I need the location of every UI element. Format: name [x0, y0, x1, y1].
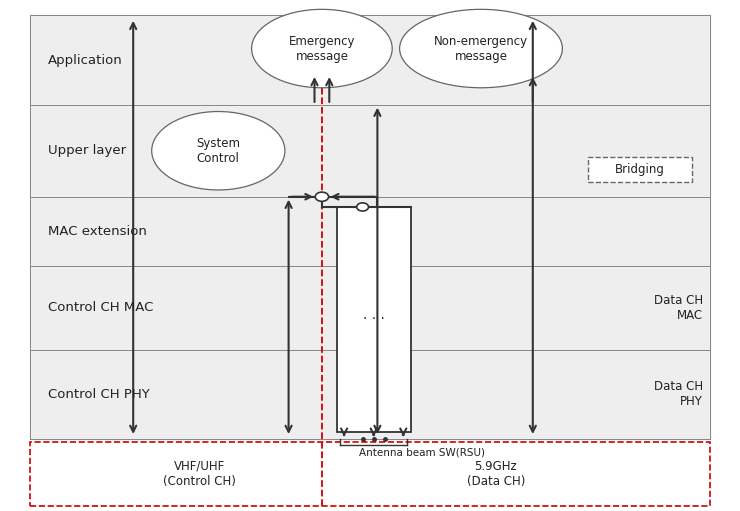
Text: Bridging: Bridging [615, 163, 665, 176]
Circle shape [315, 192, 329, 201]
Text: · · ·: · · · [363, 312, 385, 327]
Bar [30, 350, 710, 439]
Text: Antenna beam SW(RSU): Antenna beam SW(RSU) [359, 447, 485, 457]
Bar [588, 157, 692, 182]
Circle shape [357, 203, 369, 211]
Bar [30, 442, 710, 506]
Text: MAC extension: MAC extension [48, 225, 147, 238]
Bar [337, 207, 411, 432]
Text: System
Control: System Control [196, 137, 241, 165]
Bar [30, 15, 710, 439]
Ellipse shape [400, 9, 562, 88]
Bar [30, 15, 710, 105]
Text: Control CH MAC: Control CH MAC [48, 301, 153, 314]
Bar [30, 197, 710, 266]
Text: Emergency
message: Emergency message [289, 35, 355, 62]
Text: Non-emergency
message: Non-emergency message [434, 35, 528, 62]
Ellipse shape [152, 111, 285, 190]
Text: Data CH
PHY: Data CH PHY [654, 381, 703, 408]
Bar [30, 105, 710, 197]
Text: 5.9GHz
(Data CH): 5.9GHz (Data CH) [467, 460, 525, 487]
Text: Application: Application [48, 54, 123, 66]
Text: Data CH
MAC: Data CH MAC [654, 294, 703, 322]
Text: Upper layer: Upper layer [48, 144, 127, 157]
Text: Control CH PHY: Control CH PHY [48, 388, 149, 401]
Bar [30, 266, 710, 350]
Ellipse shape [252, 9, 392, 88]
Text: VHF/UHF
(Control CH): VHF/UHF (Control CH) [164, 460, 236, 487]
